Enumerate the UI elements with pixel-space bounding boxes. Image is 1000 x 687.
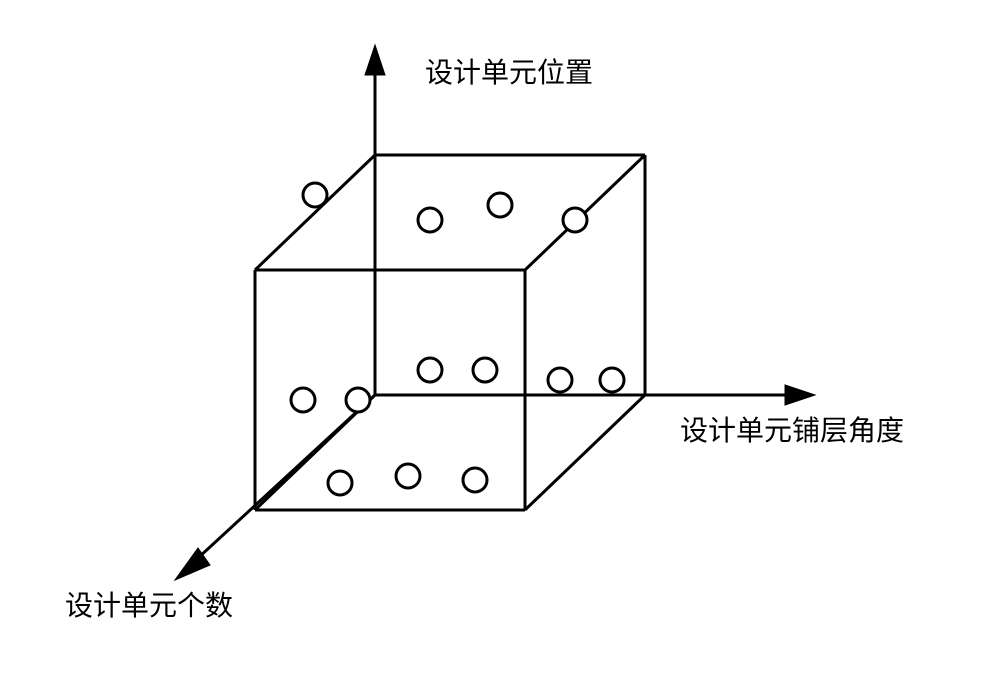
dot	[328, 471, 352, 495]
axis-x-label: 设计单元铺层角度	[680, 415, 904, 447]
dot	[291, 388, 315, 412]
axis-y-label: 设计单元个数	[65, 590, 233, 622]
diagram-svg: 设计单元位置 设计单元铺层角度 设计单元个数	[0, 0, 1000, 687]
dot	[463, 468, 487, 492]
axis-z-label: 设计单元位置	[425, 57, 593, 89]
axes	[175, 45, 815, 580]
dot	[548, 368, 572, 392]
axis-x-arrow	[785, 385, 815, 405]
dot	[473, 358, 497, 382]
dot	[563, 208, 587, 232]
dot	[418, 358, 442, 382]
dot	[488, 193, 512, 217]
dots	[291, 183, 624, 495]
axis-z-arrow	[365, 45, 385, 75]
dot	[396, 464, 420, 488]
dot	[303, 183, 327, 207]
dot	[600, 368, 624, 392]
dot	[418, 208, 442, 232]
dot	[346, 388, 370, 412]
